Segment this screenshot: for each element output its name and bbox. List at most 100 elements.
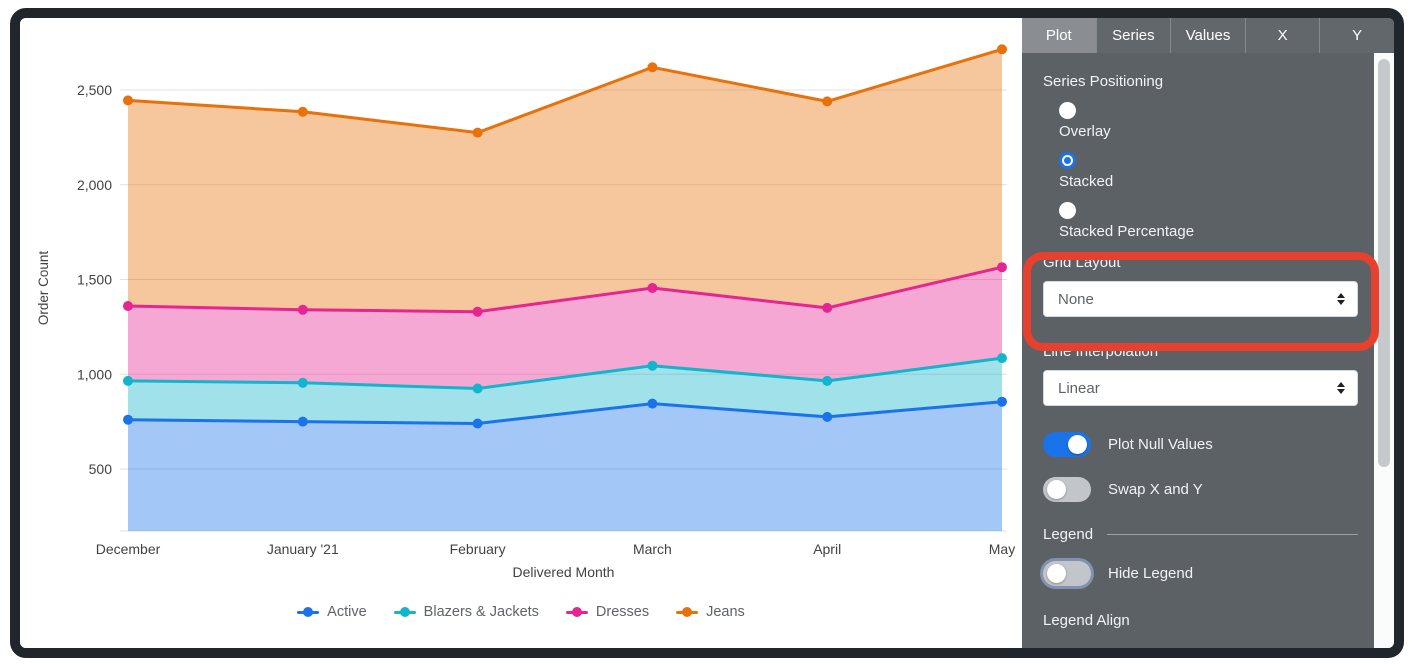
swap-x-and-y-toggle[interactable] [1043, 477, 1091, 502]
hide-legend-label: Hide Legend [1108, 565, 1194, 582]
panel-scrollbar-thumb[interactable] [1378, 59, 1390, 467]
legend-label: Active [327, 604, 367, 620]
legend-marker-icon [393, 607, 416, 617]
grid-layout-select[interactable]: None [1043, 281, 1358, 317]
area-band-jeans [128, 49, 1002, 312]
data-point-dresses[interactable] [997, 262, 1007, 273]
radio-option-overlay: Overlay [1059, 102, 1358, 140]
data-point-dresses[interactable] [123, 301, 133, 311]
legend-label: Jeans [706, 604, 745, 620]
data-point-active[interactable] [822, 411, 833, 422]
grid-layout-value: None [1058, 290, 1094, 308]
panel-tab-bar: Plot Series Values X Y [1022, 18, 1394, 53]
legend-item-active[interactable]: Active [297, 604, 367, 620]
radio-label: Stacked Percentage [1059, 223, 1195, 240]
y-tick-label: 500 [89, 461, 113, 477]
legend-item-dresses[interactable]: Dresses [565, 604, 650, 620]
x-tick-label: March [633, 541, 672, 557]
legend-marker-icon [565, 607, 588, 617]
series-line-blazers-jackets [126, 356, 1004, 390]
legend-item-jeans[interactable]: Jeans [676, 604, 745, 620]
plot-null-values-toggle[interactable] [1043, 432, 1091, 457]
data-point-blazers-jackets[interactable] [822, 375, 833, 386]
data-point-blazers-jackets[interactable] [297, 377, 308, 388]
plot-null-values-row: Plot Null Values [1043, 432, 1358, 457]
data-point-active[interactable] [472, 418, 483, 429]
data-point-dresses[interactable] [472, 306, 483, 317]
x-tick-label: December [96, 541, 161, 557]
x-tick-label: January '21 [267, 541, 339, 557]
y-tick-label: 1,000 [77, 366, 112, 382]
legend-marker-icon [676, 607, 699, 617]
line-interpolation-value: Linear [1058, 379, 1100, 397]
data-point-blazers-jackets[interactable] [123, 375, 133, 386]
series-line-jeans [126, 47, 1004, 135]
area-band-active [128, 401, 1002, 531]
series-positioning-group: Overlay Stacked Stacked Percentage [1043, 102, 1358, 240]
data-point-dresses[interactable] [297, 304, 308, 315]
data-point-jeans[interactable] [297, 106, 308, 117]
tab-x[interactable]: X [1244, 18, 1320, 53]
x-tick-label: February [450, 541, 506, 557]
y-tick-label: 2,000 [77, 177, 112, 193]
line-interpolation-select[interactable]: Linear [1043, 370, 1358, 406]
y-tick-label: 1,500 [77, 272, 112, 288]
tab-y[interactable]: Y [1319, 18, 1394, 53]
legend-marker-icon [297, 607, 320, 617]
data-point-blazers-jackets[interactable] [647, 360, 658, 371]
legend-label: Dresses [595, 604, 650, 620]
hide-legend-row: Hide Legend [1043, 561, 1358, 586]
radio-option-stacked-percentage: Stacked Percentage [1059, 202, 1358, 240]
y-axis-title: Order Count [36, 251, 51, 326]
legend-align-label: Legend Align [1043, 612, 1130, 629]
updown-arrows-icon [1337, 382, 1345, 394]
data-point-dresses[interactable] [647, 283, 658, 293]
data-point-dresses[interactable] [822, 302, 833, 313]
chart-legend: Active Blazers & Jackets Dresses Jeans [20, 604, 1022, 620]
legend-section-header: Legend [1043, 526, 1358, 543]
radio-stacked-percentage[interactable] [1059, 202, 1076, 219]
radio-stacked[interactable] [1059, 152, 1076, 169]
swap-x-y-row: Swap X and Y [1043, 477, 1358, 502]
data-point-active[interactable] [123, 414, 133, 425]
tab-series[interactable]: Series [1095, 18, 1171, 53]
data-point-active[interactable] [297, 416, 308, 427]
data-point-jeans[interactable] [647, 62, 658, 73]
radio-label: Overlay [1059, 123, 1111, 140]
data-point-blazers-jackets[interactable] [997, 353, 1007, 364]
grid-layout-label: Grid Layout [1043, 254, 1121, 271]
y-tick-label: 2,500 [77, 82, 112, 98]
x-tick-label: April [813, 541, 841, 557]
area-band-dresses [128, 267, 1002, 389]
radio-overlay[interactable] [1059, 102, 1076, 119]
app-window: 500 1,000 1,500 2,000 2,500 December January '… [10, 8, 1404, 658]
settings-panel: Plot Series Values X Y Series Positioning Ov… [1022, 18, 1394, 648]
area-band-blazers-jackets [128, 358, 1002, 424]
radio-option-stacked: Stacked [1059, 152, 1358, 190]
series-line-active [126, 400, 1004, 425]
line-interpolation-label: Line Interpolation [1043, 343, 1159, 360]
updown-arrows-icon [1337, 293, 1345, 305]
section-divider [1107, 534, 1358, 535]
panel-body: Series Positioning Overlay Stacked Stacked… [1022, 53, 1374, 648]
legend-item-blazers-jackets[interactable]: Blazers & Jackets [393, 604, 539, 620]
x-axis-title: Delivered Month [513, 564, 615, 580]
data-point-active[interactable] [997, 396, 1007, 407]
legend-section-title: Legend [1043, 526, 1094, 543]
radio-label: Stacked [1059, 173, 1114, 190]
x-tick-label: May [989, 541, 1015, 557]
plot-null-values-label: Plot Null Values [1108, 436, 1213, 453]
series-positioning-label: Series Positioning [1043, 73, 1164, 90]
data-point-jeans[interactable] [472, 127, 483, 138]
data-point-jeans[interactable] [997, 44, 1007, 55]
stacked-area-chart: 500 1,000 1,500 2,000 2,500 December January '… [36, 44, 1015, 580]
panel-scrollbar-track[interactable] [1374, 53, 1394, 648]
hide-legend-toggle[interactable] [1043, 561, 1091, 586]
data-point-blazers-jackets[interactable] [472, 383, 483, 394]
tab-plot[interactable]: Plot [1022, 18, 1096, 53]
data-point-jeans[interactable] [123, 95, 133, 106]
data-point-active[interactable] [647, 398, 658, 409]
chart-area: 500 1,000 1,500 2,000 2,500 December January '… [20, 18, 1022, 648]
data-point-jeans[interactable] [822, 96, 833, 107]
tab-values[interactable]: Values [1170, 18, 1245, 53]
